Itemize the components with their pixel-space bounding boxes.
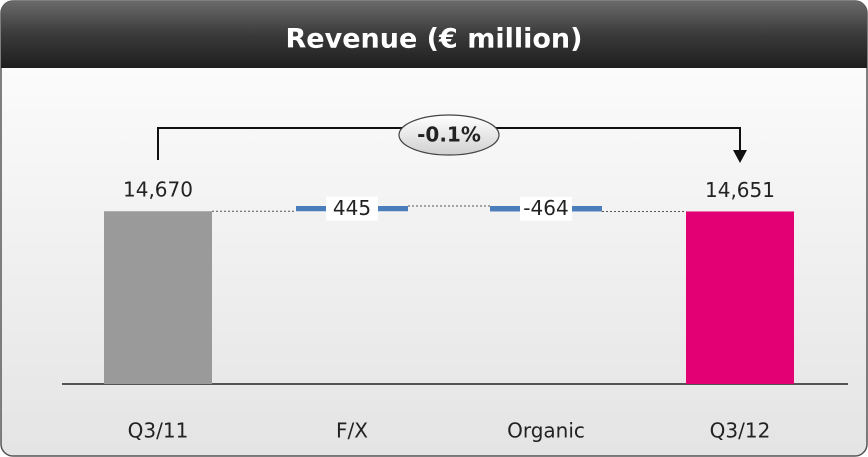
arrow-head [733, 150, 747, 163]
value-label: 14,651 [705, 178, 775, 202]
header [1, 1, 867, 68]
value-label: 445 [333, 196, 371, 220]
value-label-bg [520, 196, 572, 221]
x-tick-label: F/X [336, 419, 368, 443]
chart-title: Revenue (€ million) [286, 24, 583, 55]
value-label: 14,670 [123, 178, 193, 202]
x-tick-label: Q3/12 [710, 419, 771, 443]
bar [104, 211, 212, 384]
x-tick-label: Organic [507, 419, 585, 443]
value-label: -464 [523, 196, 568, 220]
value-label-bg [326, 196, 378, 221]
annotation: -0.1% [417, 123, 481, 147]
annotation-bubble [398, 114, 500, 156]
bar [686, 211, 794, 384]
x-tick-label: Q3/11 [128, 419, 189, 443]
